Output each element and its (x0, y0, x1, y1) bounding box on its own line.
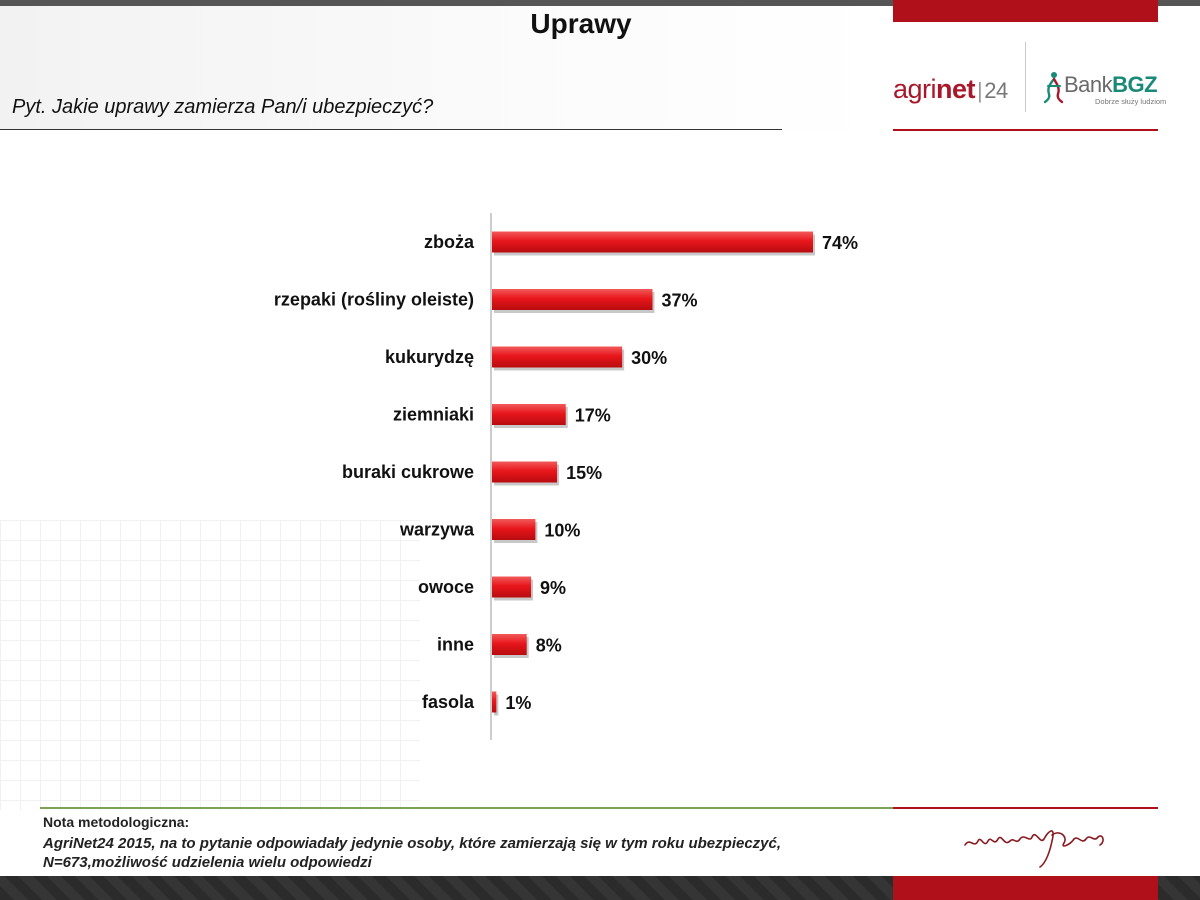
category-label: owoce (418, 577, 474, 597)
top-bar (0, 0, 1200, 6)
bar-6 (492, 576, 532, 598)
value-label: 15% (566, 463, 602, 483)
bgz-figure-icon (1043, 72, 1064, 104)
bgz-tagline: Dobrze służy ludziom (1095, 97, 1167, 106)
category-label: buraki cukrowe (342, 462, 474, 482)
page-title: Uprawy (530, 8, 632, 39)
value-label: 17% (575, 406, 611, 426)
bgz-logo-text: BankBGZ (1064, 72, 1158, 98)
header-background (0, 6, 880, 130)
agrinet-logo-separator: | (977, 78, 983, 103)
agrinet-logo: agrinet|24 (893, 74, 1008, 105)
value-label: 9% (540, 578, 566, 598)
category-label: warzywa (399, 520, 475, 540)
value-label: 8% (536, 636, 562, 656)
method-note-title: Nota metodologiczna: (43, 814, 190, 830)
category-label: ziemniaki (393, 405, 474, 425)
value-label: 37% (662, 291, 698, 311)
method-note-line1: AgriNet24 2015, na to pytanie odpowiadał… (43, 835, 782, 852)
bar-3 (492, 404, 566, 425)
value-label: 1% (505, 693, 531, 713)
bottom-bar-accent (893, 876, 1158, 900)
question-underline (0, 129, 782, 130)
value-label: 74% (822, 233, 858, 253)
category-label: zboża (424, 232, 475, 252)
method-note-line2: N=673,możliwość udzielenia wielu odpowie… (43, 854, 372, 871)
footer-divider-accent (893, 807, 1158, 809)
logo-divider (1025, 42, 1026, 112)
bar-1 (492, 289, 653, 310)
category-label: fasola (422, 692, 475, 712)
signature-logo (964, 830, 1104, 868)
agrinet-logo-part2: net (936, 74, 976, 104)
value-label: 30% (631, 348, 667, 368)
bar-2 (492, 346, 623, 368)
agrinet-logo-part1: agri (893, 74, 937, 104)
footer-divider (40, 807, 893, 809)
crops-bar-chart: zboża 74% rzepaki (rośliny oleiste) 37% kuku… (274, 213, 858, 740)
bar-0 (492, 231, 813, 253)
logo-underline (893, 129, 1158, 131)
category-label: inne (437, 635, 474, 655)
category-label: kukurydzę (385, 347, 474, 367)
category-label: rzepaki (rośliny oleiste) (274, 290, 474, 310)
agrinet-logo-part3: 24 (984, 78, 1008, 103)
bar-4 (492, 461, 558, 483)
bar-8 (492, 691, 497, 713)
method-note-text: AgriNet24 2015, na to pytanie odpowiadał… (43, 834, 883, 872)
bar-5 (492, 519, 536, 540)
top-bar-accent (893, 0, 1158, 22)
bank-bgz-logo: BankBGZ Dobrze służy ludziom (1042, 70, 1166, 112)
background-grid (0, 520, 420, 810)
question-text: Pyt. Jakie uprawy zamierza Pan/i ubezpie… (12, 96, 434, 118)
bgz-logo-part1: Bank (1064, 72, 1113, 97)
bar-7 (492, 634, 527, 655)
bgz-logo-part2: BGZ (1112, 72, 1158, 97)
value-label: 10% (544, 521, 580, 541)
